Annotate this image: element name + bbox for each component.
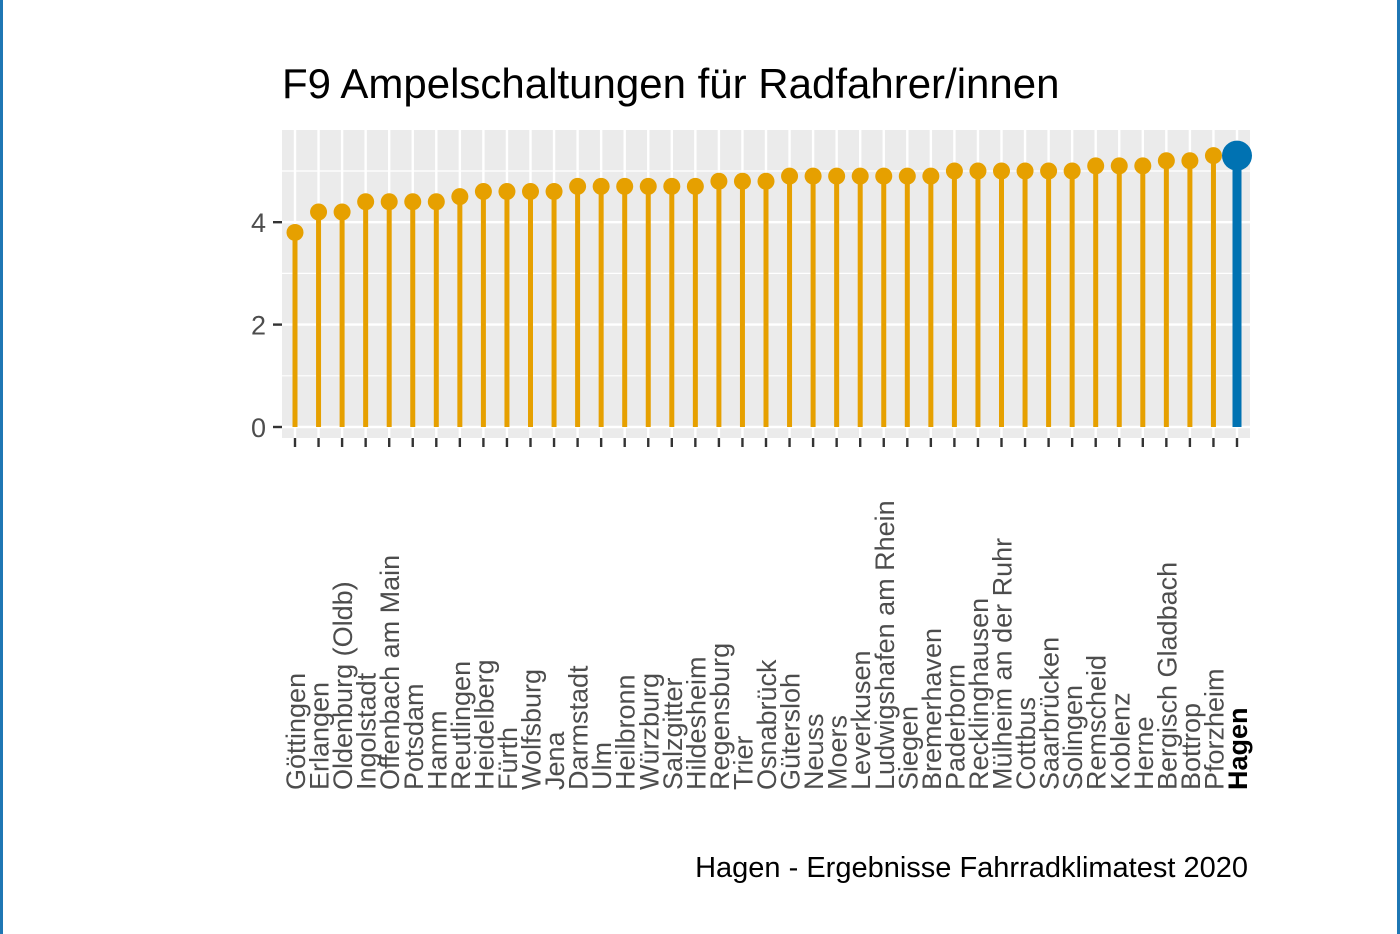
x-tick-label: Herne — [1129, 716, 1159, 790]
lollipop-point — [333, 203, 351, 221]
x-tick-label: Hildesheim — [681, 656, 711, 790]
lollipop-point — [828, 167, 846, 185]
lollipop-point — [686, 177, 704, 195]
lollipop-point — [733, 172, 751, 190]
lollipop-point — [616, 177, 634, 195]
lollipop-point — [1110, 157, 1128, 175]
lollipop-point — [1040, 162, 1058, 180]
chart-caption: Hagen - Ergebnisse Fahrradklimatest 2020 — [695, 852, 1248, 884]
lollipop-point — [545, 182, 563, 200]
lollipop-point — [522, 182, 539, 200]
lollipop-point — [757, 172, 775, 190]
x-tick-label: Koblenz — [1105, 692, 1135, 790]
lollipop-point — [969, 162, 987, 180]
lollipop-point — [1063, 162, 1081, 180]
lollipop-point — [310, 203, 328, 221]
lollipop-point — [781, 167, 799, 185]
x-tick-label: Darmstadt — [564, 665, 594, 790]
x-tick-label: Erlangen — [305, 682, 335, 790]
x-tick-label: Bottrop — [1176, 703, 1206, 790]
x-tick-label: Würzburg — [634, 673, 664, 790]
x-tick-label: Regensburg — [705, 643, 735, 790]
lollipop-point — [1157, 152, 1175, 170]
lollipop-point — [1181, 152, 1199, 170]
x-tick-label: Wolfsburg — [517, 669, 547, 790]
x-tick-label: Offenbach am Main — [375, 555, 405, 790]
x-tick-label: Oldenburg (Oldb) — [328, 581, 358, 790]
lollipop-point — [451, 188, 469, 206]
x-tick-label: Bremerhaven — [917, 628, 947, 790]
chart-title: F9 Ampelschaltungen für Radfahrer/innen — [282, 60, 1060, 107]
lollipop-point — [1087, 157, 1105, 175]
lollipop-point — [498, 182, 516, 200]
y-tick-label: 4 — [251, 208, 266, 238]
x-tick-label: Trier — [728, 736, 758, 791]
x-tick-label: Bergisch Gladbach — [1152, 562, 1182, 790]
x-tick-label: Jena — [540, 730, 570, 790]
x-tick-label: Gütersloh — [776, 673, 806, 790]
x-tick-label: Ludwigshafen am Rhein — [870, 500, 900, 790]
lollipop-point — [851, 167, 869, 185]
lollipop-point — [1016, 162, 1034, 180]
x-tick-label: Salzgitter — [658, 677, 688, 790]
x-tick-label: Siegen — [893, 706, 923, 790]
lollipop-point — [804, 167, 822, 185]
lollipop-point — [1204, 147, 1222, 165]
x-tick-label: Osnabrück — [752, 659, 782, 790]
x-tick-label: Mülheim an der Ruhr — [988, 538, 1018, 790]
x-tick-label: Heidelberg — [469, 659, 499, 790]
lollipop-point — [1222, 140, 1252, 171]
x-tick-label: Saarbrücken — [1035, 637, 1065, 790]
x-tick-label: Göttingen — [281, 673, 311, 790]
lollipop-point — [993, 162, 1010, 180]
x-tick-label: Leverkusen — [846, 650, 876, 790]
x-tick-label: Paderborn — [940, 664, 970, 790]
y-tick-label: 0 — [251, 413, 266, 443]
x-tick-label: Neuss — [799, 713, 829, 790]
x-tick-label: Solingen — [1058, 685, 1088, 790]
lollipop-point — [875, 167, 893, 185]
lollipop-point — [639, 177, 657, 195]
lollipop-point — [569, 177, 587, 195]
x-tick-label: Pforzheim — [1199, 668, 1229, 790]
x-tick-label: Recklinghausen — [964, 598, 994, 790]
lollipop-point — [286, 223, 304, 241]
lollipop-point — [922, 167, 940, 185]
lollipop-point — [404, 193, 422, 211]
lollipop-point — [380, 193, 398, 211]
x-tick-label: Hagen — [1223, 707, 1253, 790]
x-tick-label: Hamm — [422, 711, 452, 791]
x-tick-label: Ingolstadt — [352, 672, 382, 790]
lollipop-point — [898, 167, 916, 185]
x-tick-label: Heilbronn — [611, 674, 641, 790]
lollipop-point — [1134, 157, 1152, 175]
y-axis: 0 2 4 — [251, 208, 282, 443]
data-marks — [286, 140, 1252, 427]
x-tick-label: Cottbus — [1011, 697, 1041, 790]
lollipop-point — [427, 193, 445, 211]
y-tick-label: 2 — [251, 311, 266, 341]
x-tick-label: Remscheid — [1082, 655, 1112, 790]
x-tick-label: Reutlingen — [446, 661, 476, 790]
lollipop-point — [710, 172, 728, 190]
lollipop-point — [663, 177, 681, 195]
x-tick-label: Potsdam — [399, 683, 429, 790]
lollipop-point — [592, 177, 610, 195]
x-tick-label: Moers — [823, 715, 853, 790]
lollipop-point — [357, 193, 375, 211]
x-tick-label: Fürth — [493, 727, 523, 790]
lollipop-point — [945, 162, 963, 180]
lollipop-point — [474, 182, 492, 200]
x-tick-label: Ulm — [587, 742, 617, 790]
